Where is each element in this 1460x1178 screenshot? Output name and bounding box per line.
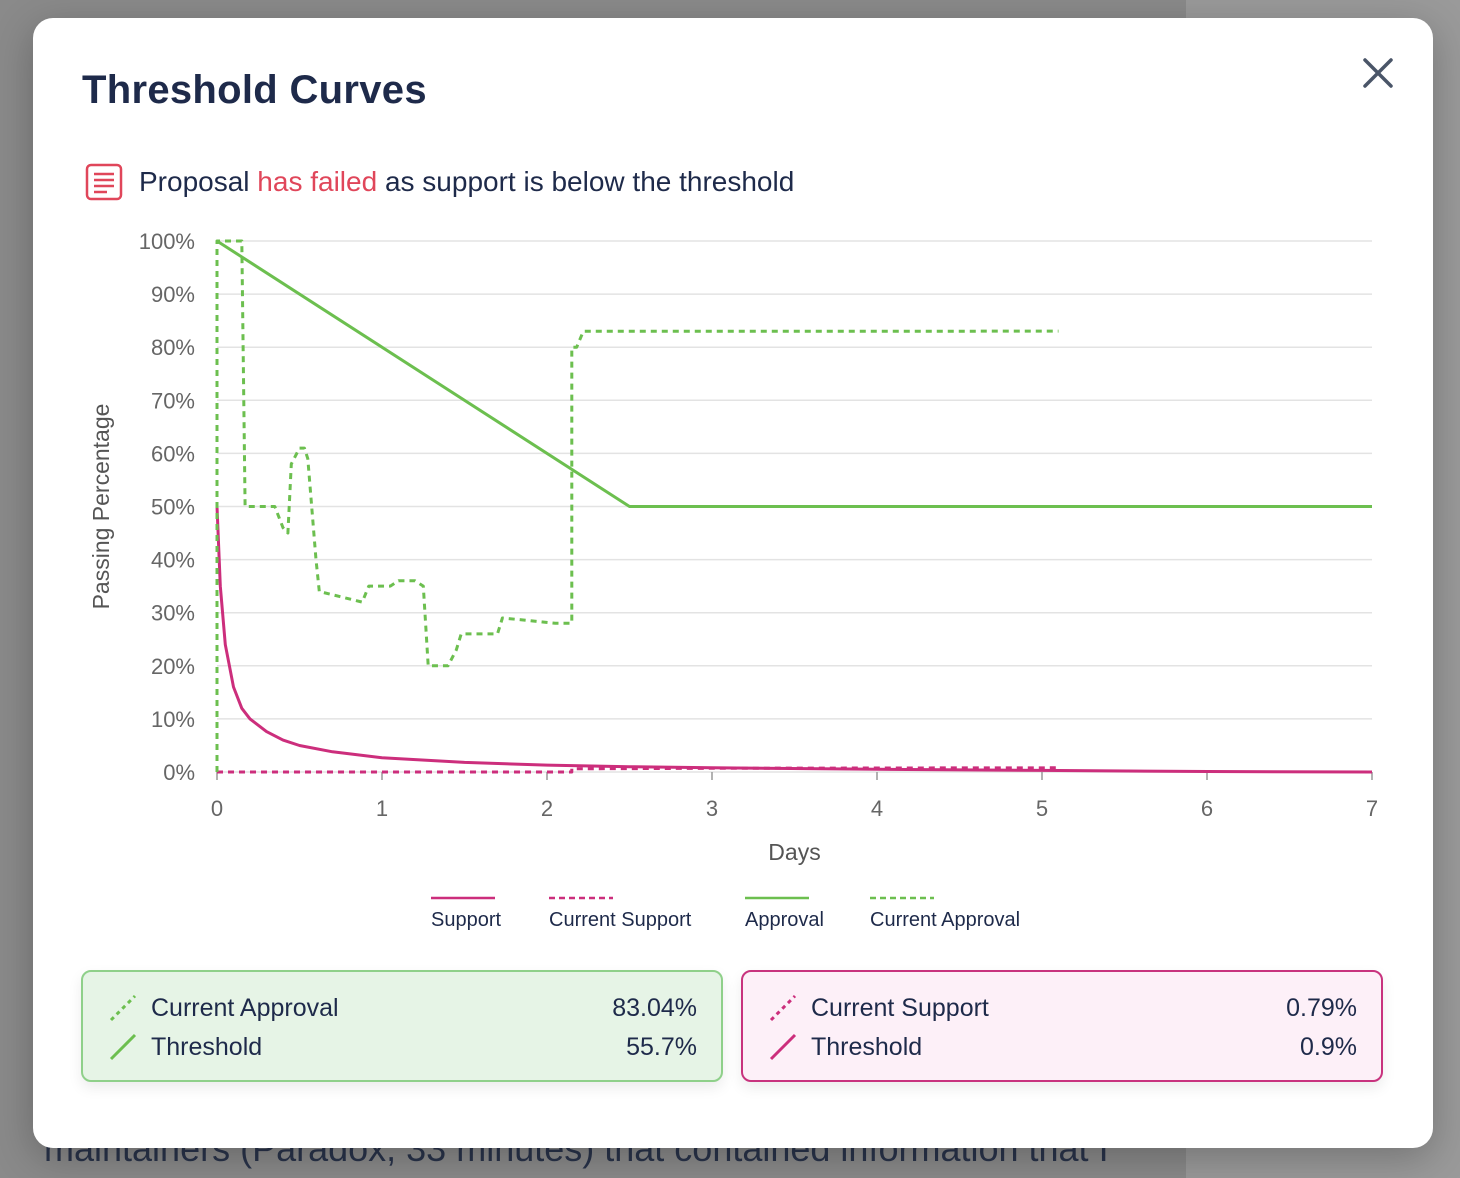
y-tick-label: 30% <box>151 601 195 626</box>
close-icon[interactable] <box>1357 52 1399 94</box>
support-card: Current Support 0.79% Threshold 0.9% <box>741 970 1383 1082</box>
x-tick-label: 4 <box>871 796 883 821</box>
legend-label-approval: Approval <box>745 909 824 931</box>
x-axis-label: Days <box>768 839 820 865</box>
proposal-status: Proposal has failed as support is below … <box>85 163 794 201</box>
y-tick-label: 40% <box>151 548 195 573</box>
status-failed: has failed <box>257 166 378 197</box>
y-tick-label: 90% <box>151 282 195 307</box>
modal-title: Threshold Curves <box>82 68 427 112</box>
series-support <box>215 506 1373 774</box>
approval-threshold-row: Threshold 55.7% <box>107 1029 697 1065</box>
dashed-line-icon <box>769 994 797 1022</box>
y-tick-label: 50% <box>151 495 195 520</box>
x-tick-label: 1 <box>376 796 388 821</box>
legend-label-current-approval: Current Approval <box>870 909 1020 931</box>
x-tick-label: 5 <box>1036 796 1048 821</box>
x-tick-label: 6 <box>1201 796 1213 821</box>
solid-line-icon <box>769 1033 797 1061</box>
x-tick-label: 0 <box>211 796 223 821</box>
legend-label-support: Support <box>431 909 501 931</box>
status-prefix: Proposal <box>139 166 258 197</box>
current-approval-label: Current Approval <box>151 993 339 1022</box>
support-threshold-row: Threshold 0.9% <box>767 1029 1357 1065</box>
series-current-approval <box>215 239 1059 772</box>
dashed-line-icon <box>109 994 137 1022</box>
approval-threshold-label: Threshold <box>151 1032 263 1061</box>
approval-threshold-value: 55.7% <box>626 1032 697 1061</box>
document-icon <box>85 163 123 201</box>
y-tick-label: 60% <box>151 441 195 466</box>
y-tick-label: 100% <box>139 229 195 254</box>
x-tick-label: 2 <box>541 796 553 821</box>
current-support-row: Current Support 0.79% <box>767 990 1357 1026</box>
solid-line-icon <box>109 1033 137 1061</box>
support-threshold-label: Threshold <box>811 1032 923 1061</box>
legend-label-current-support: Current Support <box>549 909 692 931</box>
series-approval <box>216 239 1372 508</box>
current-support-label: Current Support <box>811 993 989 1022</box>
support-threshold-value: 0.9% <box>1300 1032 1357 1061</box>
y-tick-label: 20% <box>151 654 195 679</box>
y-tick-label: 80% <box>151 335 195 360</box>
current-support-value: 0.79% <box>1286 993 1357 1022</box>
threshold-chart: 0% 10% 20% 30% 40% 50% 60% 70% 80% 90% 100% 0 1 2 3 4 5 6… <box>88 229 1378 931</box>
threshold-curves-modal: Threshold Curves Proposal has failed as … <box>33 18 1433 1148</box>
y-axis-label: Passing Percentage <box>88 404 114 610</box>
series-current-support <box>217 766 1059 774</box>
x-tick-label: 7 <box>1366 796 1378 821</box>
y-tick-label: 70% <box>151 388 195 413</box>
y-tick-label: 0% <box>163 760 195 785</box>
current-approval-row: Current Approval 83.04% <box>107 990 697 1026</box>
current-approval-value: 83.04% <box>612 993 697 1022</box>
status-suffix: as support is below the threshold <box>377 166 795 197</box>
approval-card: Current Approval 83.04% Threshold 55.7% <box>81 970 723 1082</box>
x-tick-label: 3 <box>706 796 718 821</box>
y-tick-label: 10% <box>151 707 195 732</box>
